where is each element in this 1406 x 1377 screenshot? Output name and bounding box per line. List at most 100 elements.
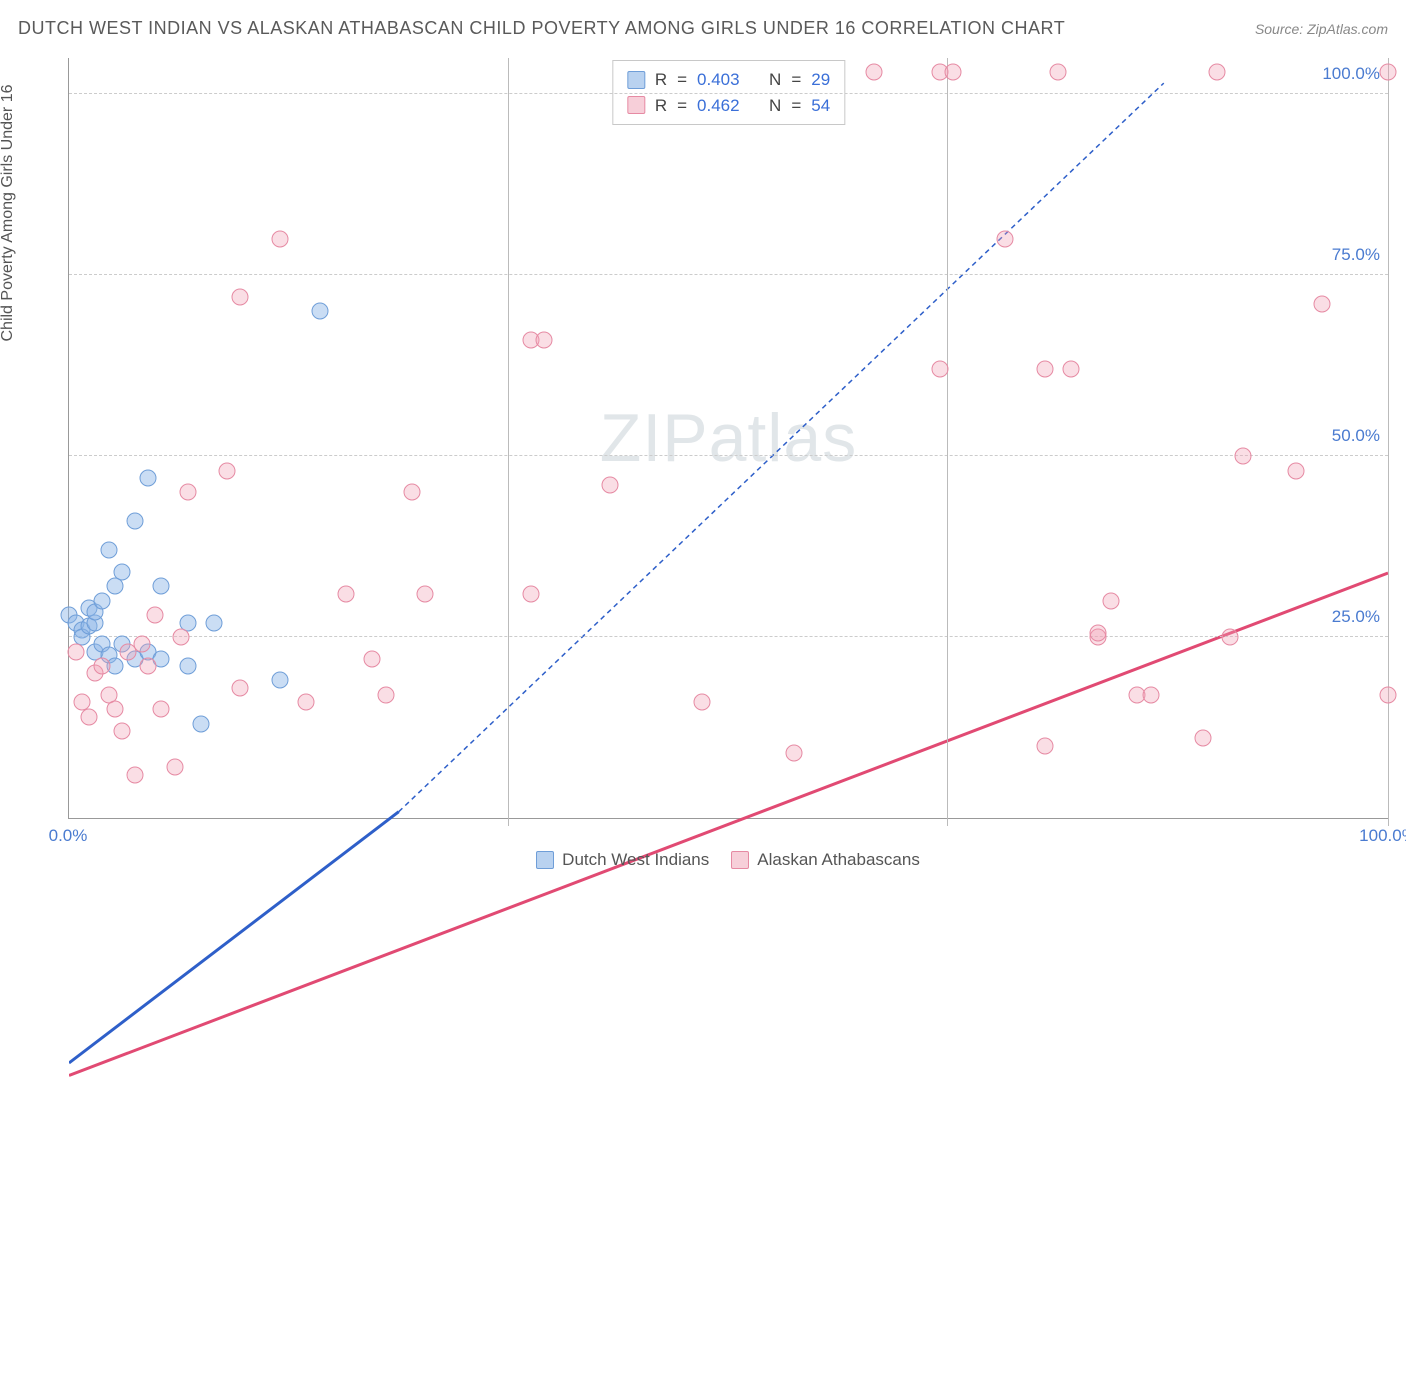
data-point [1380,686,1397,703]
swatch-b-icon [627,96,645,114]
gridline-h [69,274,1388,275]
data-point [232,288,249,305]
legend-label-b: Alaskan Athabascans [757,850,920,870]
y-tick-label: 100.0% [1322,64,1380,84]
n-value-b: 54 [811,93,830,119]
data-point [601,477,618,494]
eq-label-b: = [677,93,687,119]
gridline-v [1388,58,1389,826]
data-point [311,303,328,320]
data-point [786,744,803,761]
data-point [337,585,354,602]
y-tick-label: 25.0% [1332,607,1380,627]
data-point [146,607,163,624]
data-point [80,708,97,725]
data-point [173,629,190,646]
data-point [1287,462,1304,479]
data-point [865,64,882,81]
data-point [1103,592,1120,609]
data-point [93,658,110,675]
data-point [272,672,289,689]
data-point [1221,629,1238,646]
data-point [179,484,196,501]
correlation-row-b: R = 0.462 N = 54 [627,93,830,119]
watermark: ZIPatlas [600,399,857,477]
data-point [219,462,236,479]
legend-label-a: Dutch West Indians [562,850,709,870]
data-point [140,658,157,675]
data-point [1314,296,1331,313]
data-point [417,585,434,602]
data-point [133,636,150,653]
y-axis-label: Child Poverty Among Girls Under 16 [0,85,17,342]
trend-lines [69,58,1388,1377]
swatch-a-icon [627,71,645,89]
data-point [1037,361,1054,378]
chart-title: DUTCH WEST INDIAN VS ALASKAN ATHABASCAN … [18,18,1065,39]
data-point [364,650,381,667]
data-point [1089,625,1106,642]
correlation-row-a: R = 0.403 N = 29 [627,67,830,93]
data-point [140,469,157,486]
data-point [1208,64,1225,81]
data-point [298,694,315,711]
n-label: N [769,67,781,93]
watermark-bold: ZIP [600,400,709,476]
data-point [522,585,539,602]
n-label-b: N [769,93,781,119]
data-point [192,715,209,732]
data-point [1195,730,1212,747]
data-point [107,701,124,718]
gridline-v [508,58,509,826]
gridline-v [947,58,948,826]
y-tick-label: 75.0% [1332,245,1380,265]
data-point [100,542,117,559]
plot-area: ZIPatlas R = 0.403 N = 29 R = 0.462 N [68,58,1388,819]
r-value-a: 0.403 [697,67,740,93]
gridline-h [69,636,1388,637]
data-point [997,230,1014,247]
data-point [153,578,170,595]
y-tick-label: 50.0% [1332,426,1380,446]
r-value-b: 0.462 [697,93,740,119]
gridline-h [69,455,1388,456]
eq-label-b2: = [791,93,801,119]
data-point [1037,737,1054,754]
legend-swatch-b-icon [731,851,749,869]
data-point [272,230,289,247]
data-point [535,332,552,349]
data-point [126,766,143,783]
data-point [153,701,170,718]
data-point [1050,64,1067,81]
data-point [944,64,961,81]
x-tick-label: 0.0% [49,826,88,846]
legend-swatch-a-icon [536,851,554,869]
data-point [93,592,110,609]
data-point [107,578,124,595]
data-point [232,679,249,696]
data-point [377,686,394,703]
legend-item-b: Alaskan Athabascans [731,850,920,870]
data-point [1063,361,1080,378]
r-label-b: R [655,93,667,119]
data-point [206,614,223,631]
watermark-thin: atlas [709,400,858,476]
n-value-a: 29 [811,67,830,93]
data-point [113,723,130,740]
legend-item-a: Dutch West Indians [536,850,709,870]
data-point [67,643,84,660]
data-point [931,361,948,378]
x-tick-label: 100.0% [1359,826,1406,846]
data-point [1142,686,1159,703]
data-point [126,513,143,530]
r-label: R [655,67,667,93]
data-point [1234,448,1251,465]
data-point [403,484,420,501]
chart-container: Child Poverty Among Girls Under 16 ZIPat… [18,48,1388,874]
legend: Dutch West Indians Alaskan Athabascans [68,846,1388,874]
data-point [694,694,711,711]
source-label: Source: ZipAtlas.com [1255,21,1388,37]
eq-label-2: = [791,67,801,93]
data-point [1380,64,1397,81]
data-point [166,759,183,776]
